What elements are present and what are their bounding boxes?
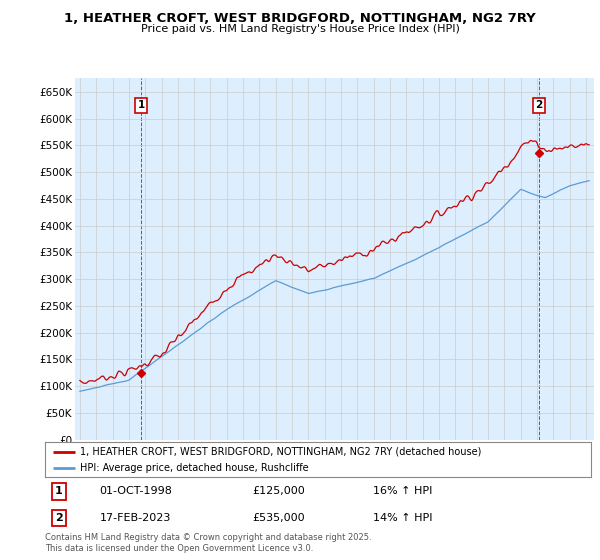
Text: 2: 2 [535, 100, 542, 110]
Text: Price paid vs. HM Land Registry's House Price Index (HPI): Price paid vs. HM Land Registry's House … [140, 24, 460, 34]
Text: 1: 1 [55, 487, 62, 496]
Text: 01-OCT-1998: 01-OCT-1998 [100, 487, 172, 496]
Text: HPI: Average price, detached house, Rushcliffe: HPI: Average price, detached house, Rush… [80, 463, 309, 473]
Text: 14% ↑ HPI: 14% ↑ HPI [373, 513, 432, 523]
Text: £125,000: £125,000 [253, 487, 305, 496]
Text: 2: 2 [55, 513, 62, 523]
Text: 1, HEATHER CROFT, WEST BRIDGFORD, NOTTINGHAM, NG2 7RY: 1, HEATHER CROFT, WEST BRIDGFORD, NOTTIN… [64, 12, 536, 25]
Text: 1, HEATHER CROFT, WEST BRIDGFORD, NOTTINGHAM, NG2 7RY (detached house): 1, HEATHER CROFT, WEST BRIDGFORD, NOTTIN… [80, 447, 482, 457]
Text: 16% ↑ HPI: 16% ↑ HPI [373, 487, 432, 496]
Text: 1: 1 [137, 100, 145, 110]
Text: Contains HM Land Registry data © Crown copyright and database right 2025.
This d: Contains HM Land Registry data © Crown c… [45, 533, 371, 553]
Text: £535,000: £535,000 [253, 513, 305, 523]
Text: 17-FEB-2023: 17-FEB-2023 [100, 513, 171, 523]
